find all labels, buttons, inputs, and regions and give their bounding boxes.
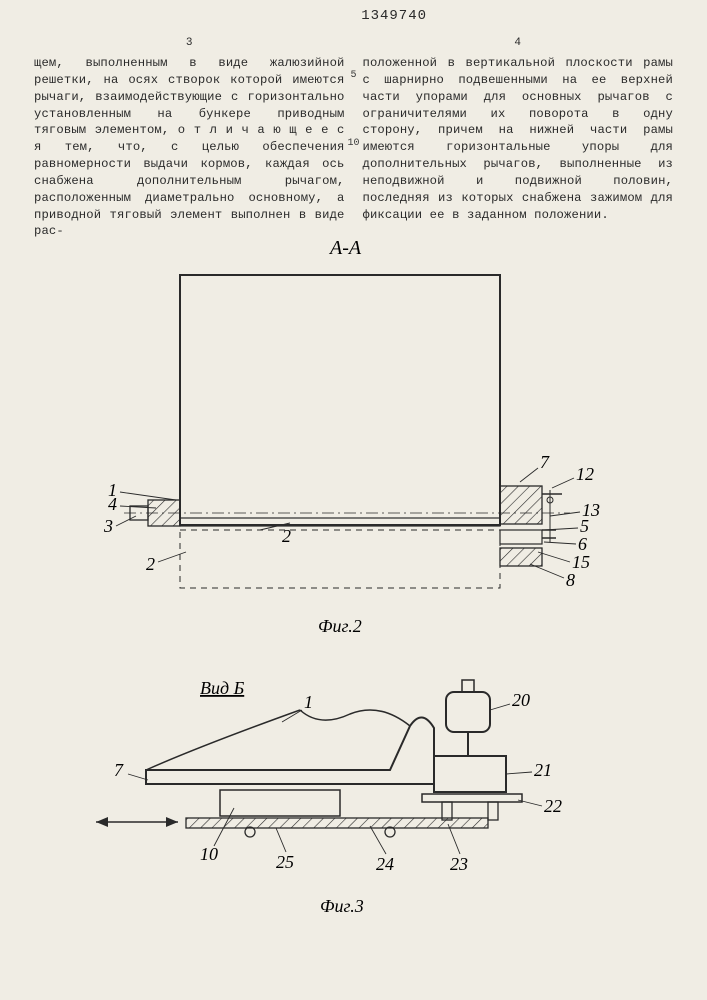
- patent-number: 1349740: [361, 8, 427, 24]
- figure-3: Вид Б: [50, 650, 660, 950]
- figures-area: А-А 1 4 3: [50, 230, 657, 990]
- fig3-label-23: 23: [450, 854, 468, 874]
- right-column: 4 положенной в вертикальной плоскости ра…: [363, 36, 674, 240]
- line-number-10: 10: [347, 138, 359, 149]
- fig2-caption: Фиг.2: [318, 616, 362, 636]
- fig2-label-7: 7: [540, 452, 550, 472]
- line-number-5: 5: [350, 70, 356, 81]
- left-column-text: щем, выполненным в виде жалюзийной решет…: [34, 55, 345, 240]
- fig3-label-10: 10: [200, 844, 218, 864]
- fig2-label-5: 5: [580, 516, 589, 536]
- fig2-label-8: 8: [566, 570, 575, 590]
- fig2-label-2b: 2: [146, 554, 155, 574]
- fig2-label-6: 6: [578, 534, 587, 554]
- fig3-label-22: 22: [544, 796, 562, 816]
- figure-2: А-А 1 4 3: [50, 230, 660, 650]
- fig3-caption: Фиг.3: [320, 896, 364, 916]
- fig3-label-21: 21: [534, 760, 552, 780]
- fig3-label-20: 20: [512, 690, 530, 710]
- fig2-label-4: 4: [108, 494, 117, 514]
- fig2-label-3: 3: [103, 516, 113, 536]
- fig3-label-1: 1: [304, 692, 313, 712]
- col-num-left: 3: [34, 36, 345, 51]
- fig2-label-12: 12: [576, 464, 594, 484]
- fig2-label-15: 15: [572, 552, 590, 572]
- fig2-label-2a: 2: [282, 526, 291, 546]
- fig3-label-25: 25: [276, 852, 294, 872]
- section-aa-label: А-А: [328, 237, 362, 259]
- fig3-label-7: 7: [114, 760, 124, 780]
- right-column-text: положенной в вертикальной плоскости рамы…: [363, 55, 674, 223]
- left-column: 3 щем, выполненным в виде жалюзийной реш…: [34, 36, 345, 240]
- fig3-label-24: 24: [376, 854, 394, 874]
- view-b-label: Вид Б: [200, 678, 245, 698]
- col-num-right: 4: [363, 36, 674, 51]
